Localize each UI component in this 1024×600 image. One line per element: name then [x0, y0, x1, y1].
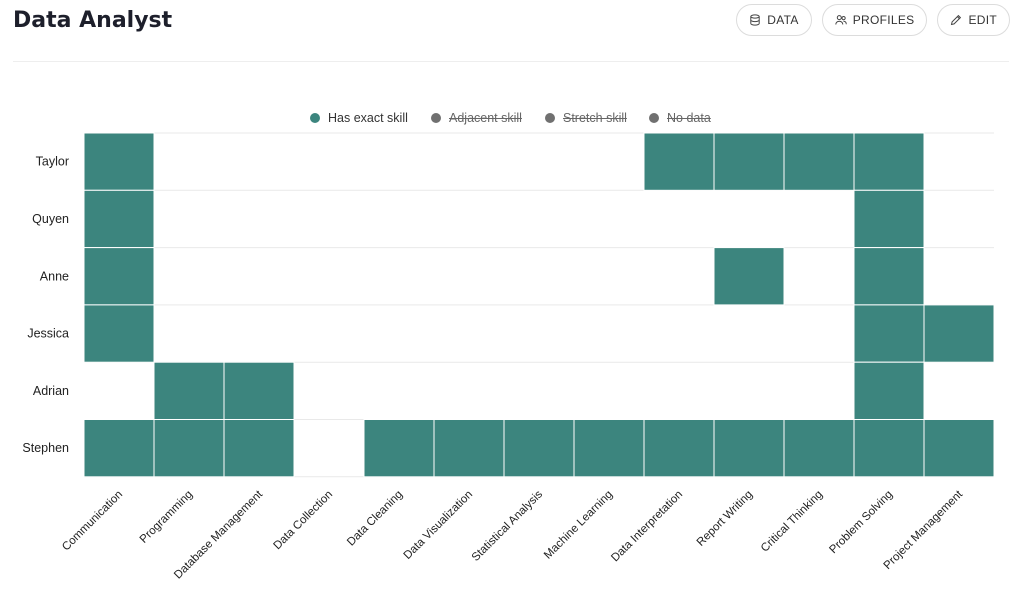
row-label: Stephen — [22, 441, 69, 455]
legend-item-no-data[interactable]: No data — [649, 108, 711, 128]
heatmap-cell[interactable] — [783, 132, 855, 191]
heatmap-cell[interactable] — [853, 247, 925, 306]
heatmap-cell[interactable] — [83, 304, 155, 363]
chart-legend: Has exact skill Adjacent skill Stretch s… — [0, 108, 1024, 128]
pencil-icon — [950, 14, 962, 26]
heatmap-cell[interactable] — [83, 132, 155, 191]
header-divider — [13, 61, 1009, 62]
column-label: Communication — [60, 488, 125, 553]
legend-dot-icon — [545, 113, 555, 123]
column-label: Data Cleaning — [345, 488, 405, 548]
heatmap-cell[interactable] — [83, 247, 155, 306]
row-label: Anne — [40, 269, 69, 283]
legend-dot-icon — [649, 113, 659, 123]
legend-item-stretch-skill[interactable]: Stretch skill — [545, 108, 627, 128]
heatmap-cell[interactable] — [503, 419, 575, 478]
legend-item-adjacent-skill[interactable]: Adjacent skill — [431, 108, 522, 128]
heatmap-cell[interactable] — [223, 419, 295, 478]
legend-label: No data — [667, 111, 711, 125]
heatmap-cell[interactable] — [853, 189, 925, 249]
legend-dot-icon — [310, 113, 320, 123]
profiles-button[interactable]: PROFILES — [821, 4, 928, 36]
legend-label: Has exact skill — [328, 111, 408, 125]
heatmap-cell[interactable] — [223, 361, 295, 421]
heatmap-cell[interactable] — [83, 189, 155, 249]
heatmap-cell[interactable] — [923, 419, 995, 478]
row-label: Quyen — [32, 212, 69, 226]
data-button[interactable]: DATA — [736, 4, 812, 36]
column-label: Problem Solving — [827, 488, 895, 556]
edit-button-label: EDIT — [968, 13, 997, 27]
heatmap-cell[interactable] — [853, 304, 925, 363]
legend-label: Stretch skill — [563, 111, 627, 125]
heatmap-cell[interactable] — [643, 132, 715, 191]
column-label: Data Visualization — [402, 488, 475, 561]
column-label: Data Collection — [271, 488, 335, 552]
heatmap-cell[interactable] — [853, 419, 925, 478]
heatmap-cell[interactable] — [713, 247, 785, 306]
heatmap-cell[interactable] — [923, 304, 995, 363]
heatmap-cell[interactable] — [83, 419, 155, 478]
heatmap-cell[interactable] — [433, 419, 505, 478]
heatmap-cell[interactable] — [363, 419, 435, 478]
column-label: Critical Thinking — [759, 488, 825, 554]
data-button-label: DATA — [767, 13, 799, 27]
users-icon — [835, 14, 847, 26]
page-header: Data Analyst DATA PROFILES — [0, 0, 1024, 62]
heatmap-cell[interactable] — [153, 419, 225, 478]
legend-dot-icon — [431, 113, 441, 123]
toolbar: DATA PROFILES EDIT — [736, 4, 1010, 36]
row-label: Adrian — [33, 384, 69, 398]
heatmap-cell[interactable] — [853, 132, 925, 191]
column-label: Data Interpretation — [609, 488, 685, 564]
page-title: Data Analyst — [13, 8, 173, 33]
heatmap-cell[interactable] — [153, 361, 225, 421]
heatmap-cell[interactable] — [783, 419, 855, 478]
legend-item-has-exact-skill[interactable]: Has exact skill — [310, 108, 408, 128]
heatmap-cell[interactable] — [643, 419, 715, 478]
heatmap-cell[interactable] — [853, 361, 925, 421]
row-label: Taylor — [36, 155, 69, 169]
column-label: Programming — [138, 488, 195, 545]
edit-button[interactable]: EDIT — [937, 4, 1010, 36]
column-label: Statistical Analysis — [470, 488, 546, 564]
profiles-button-label: PROFILES — [852, 13, 915, 27]
database-icon — [749, 14, 761, 26]
heatmap-cell[interactable] — [713, 132, 785, 191]
column-label: Machine Learning — [542, 488, 615, 561]
column-label: Project Management — [882, 488, 966, 572]
legend-label: Adjacent skill — [449, 111, 522, 125]
column-label: Report Writing — [695, 488, 755, 548]
heatmap-cell[interactable] — [713, 419, 785, 478]
row-label: Jessica — [27, 327, 69, 341]
heatmap-cell[interactable] — [573, 419, 645, 478]
